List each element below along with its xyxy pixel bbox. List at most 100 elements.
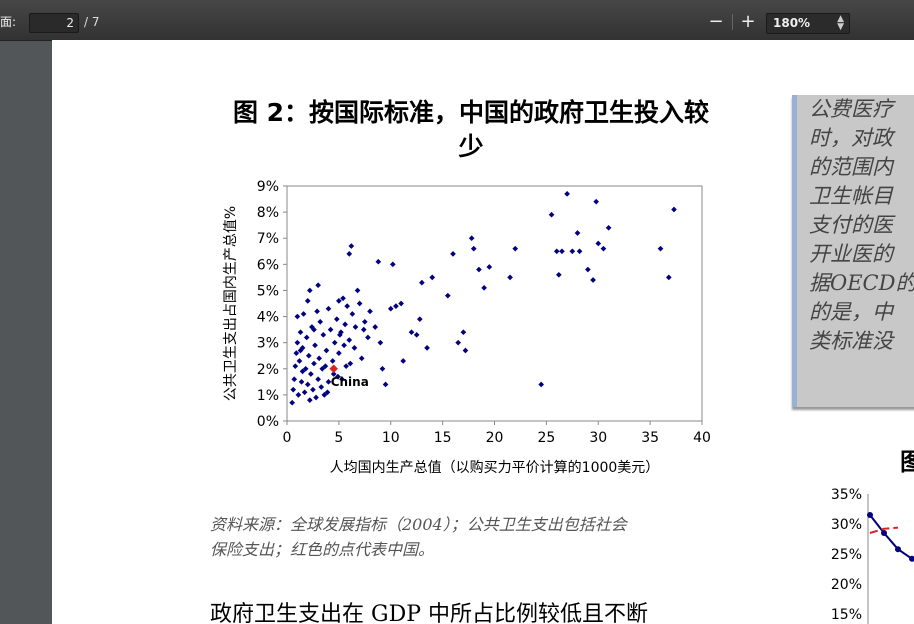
x-tick-label: 10 <box>382 430 400 446</box>
scatter-point <box>303 334 310 341</box>
scatter-point <box>306 287 313 294</box>
y-tick-label: 3% <box>257 336 279 352</box>
scatter-point <box>314 308 320 315</box>
y-tick-label: 9% <box>257 179 279 195</box>
fig3-y-tick-label: 30% <box>831 517 862 533</box>
scatter-point <box>358 355 365 362</box>
scatter-point <box>327 326 334 333</box>
scatter-point <box>389 261 396 268</box>
fig3-point <box>881 530 887 536</box>
scatter-point <box>336 298 342 304</box>
fig3-series-line <box>869 526 899 534</box>
scatter-point <box>424 345 430 351</box>
sidebar-text-line: 公费医疗 <box>809 97 893 121</box>
scatter-point <box>559 248 565 255</box>
scatter-point <box>361 318 368 325</box>
scatter-point <box>372 324 379 330</box>
scatter-point <box>671 206 677 213</box>
scatter-point <box>382 381 389 388</box>
scatter-point <box>349 311 356 317</box>
scatter-point <box>387 305 394 312</box>
scatter-point <box>657 245 664 252</box>
sidebar-text-line: 开业医的 <box>809 242 893 266</box>
scatter-point <box>315 376 321 383</box>
figure3-chart: 35% 30% 25% 20% 15% <box>831 487 914 624</box>
scatter-point <box>325 379 332 385</box>
toolbar-separator <box>732 14 733 30</box>
sidebar-text-line: 支付的医 <box>809 213 893 237</box>
scatter-point <box>555 271 562 278</box>
scatter-point <box>308 371 314 377</box>
fig3-y-tick-label: 20% <box>831 577 862 593</box>
fig3-point <box>867 512 873 518</box>
figure-title-line1: 图 2：按国际标准，中国的政府卫生投入较 <box>232 98 710 127</box>
scatter-point <box>569 248 576 255</box>
scatter-point <box>297 347 304 354</box>
scatter-point <box>600 245 607 252</box>
scatter-point <box>375 258 382 265</box>
scatter-point <box>379 365 386 372</box>
scatter-point <box>342 321 348 328</box>
scatter-point <box>304 381 311 388</box>
scatter-point <box>290 386 297 393</box>
scatter-point <box>299 368 306 375</box>
scatter-point <box>295 392 302 398</box>
scatter-point <box>291 376 298 383</box>
scatter-point <box>312 342 318 349</box>
scatter-point <box>460 329 467 336</box>
scatter-point <box>444 292 451 299</box>
scatter-point <box>294 339 301 346</box>
sidebar-text-box: 公费医疗 时，对政 的范围内 卫生帐目 支付的医 开业医的 据OECD的 的是，中 类标准没 <box>792 95 914 407</box>
scatter-point <box>302 365 309 372</box>
pdf-toolbar: 面: / 7 − + 180% ▲▼ <box>0 0 914 41</box>
zoom-select[interactable]: 180% ▲ ▼ <box>766 13 850 34</box>
scatter-point <box>665 274 672 281</box>
scatter-point <box>320 332 327 338</box>
scatter-point <box>346 337 353 343</box>
fig3-y-tick-label: 25% <box>831 547 862 563</box>
scatter-point <box>377 339 384 346</box>
scatter-point <box>339 376 345 383</box>
scatter-chart: 0% 1% 2% 3% 4% 5% 6% 7% 8% 9% 0 5 10 15 20 25 30 35 40 Chin… <box>223 179 711 476</box>
x-tick-label: 25 <box>537 430 555 446</box>
x-tick-label: 0 <box>283 430 292 446</box>
scatter-point <box>593 198 600 205</box>
sidebar-text-line: 据OECD的 <box>809 271 914 295</box>
fig3-y-tick-label: 15% <box>831 607 862 623</box>
scatter-point <box>393 303 399 309</box>
page-number-input[interactable] <box>29 13 79 33</box>
scatter-point <box>419 279 425 286</box>
x-tick-label: 40 <box>693 430 711 446</box>
fig3-series-line <box>869 514 913 560</box>
scatter-point <box>329 358 336 364</box>
scatter-point <box>313 394 319 401</box>
scatter-point <box>343 363 349 369</box>
sidebar-text-line: 类标准没 <box>809 329 893 353</box>
fig3-y-tick-label: 35% <box>831 487 862 503</box>
scatter-point <box>455 339 462 346</box>
y-tick-label: 5% <box>257 283 279 299</box>
scatter-point <box>322 363 329 369</box>
scatter-point <box>325 305 332 312</box>
scatter-point <box>476 266 482 273</box>
y-tick-label: 0% <box>257 414 279 430</box>
pdf-page: 图 2：按国际标准，中国的政府卫生投入较 少 0% 1% 2% 3% 4% 5% 6% 7% 8… <box>52 40 914 624</box>
scatter-point <box>296 358 303 364</box>
page-total: / 7 <box>84 15 100 29</box>
figure-source-note: 资料来源：全球发展指标（2004）；公共卫生支出包括社会 保险支出；红色的点代表… <box>210 512 750 562</box>
scatter-point <box>564 191 570 197</box>
source-line1: 资料来源：全球发展指标（2004）；公共卫生支出包括社会 <box>210 515 627 534</box>
scatter-point <box>298 379 305 385</box>
zoom-out-button[interactable]: − <box>708 11 724 32</box>
scatter-point <box>553 248 560 255</box>
y-tick-label: 2% <box>257 362 279 378</box>
scatter-point <box>310 386 316 393</box>
scatter-point <box>470 245 477 252</box>
x-tick-label: 30 <box>589 430 607 446</box>
scatter-point <box>398 300 404 307</box>
zoom-in-button[interactable]: + <box>740 11 756 32</box>
y-tick-label: 4% <box>257 310 279 326</box>
sidebar-text-line: 卫生帐目 <box>809 184 893 208</box>
scatter-point <box>429 274 436 281</box>
china-label: China <box>331 375 369 389</box>
